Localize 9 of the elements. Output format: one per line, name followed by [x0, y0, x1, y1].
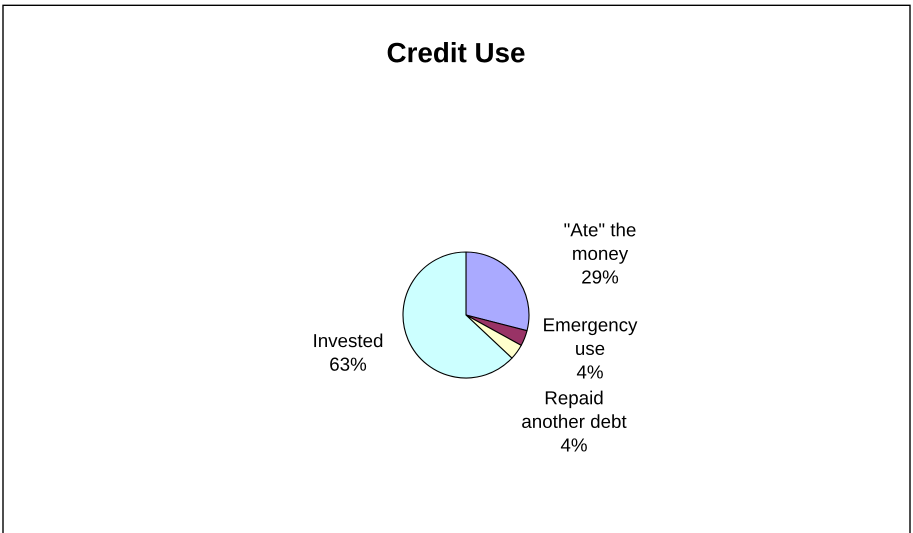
slice-label: "Ate" the money [564, 222, 636, 264]
data-label: 29% [582, 270, 618, 284]
data-label: 63% [330, 358, 366, 371]
data-label: 4% [576, 365, 603, 379]
slice-label: Invested [314, 333, 382, 348]
data-label: 4% [560, 438, 587, 452]
slice-label: Repaid another debt [522, 390, 627, 428]
chart-title: Credit Use [388, 42, 525, 62]
slice-label: Emergency use [544, 318, 638, 356]
